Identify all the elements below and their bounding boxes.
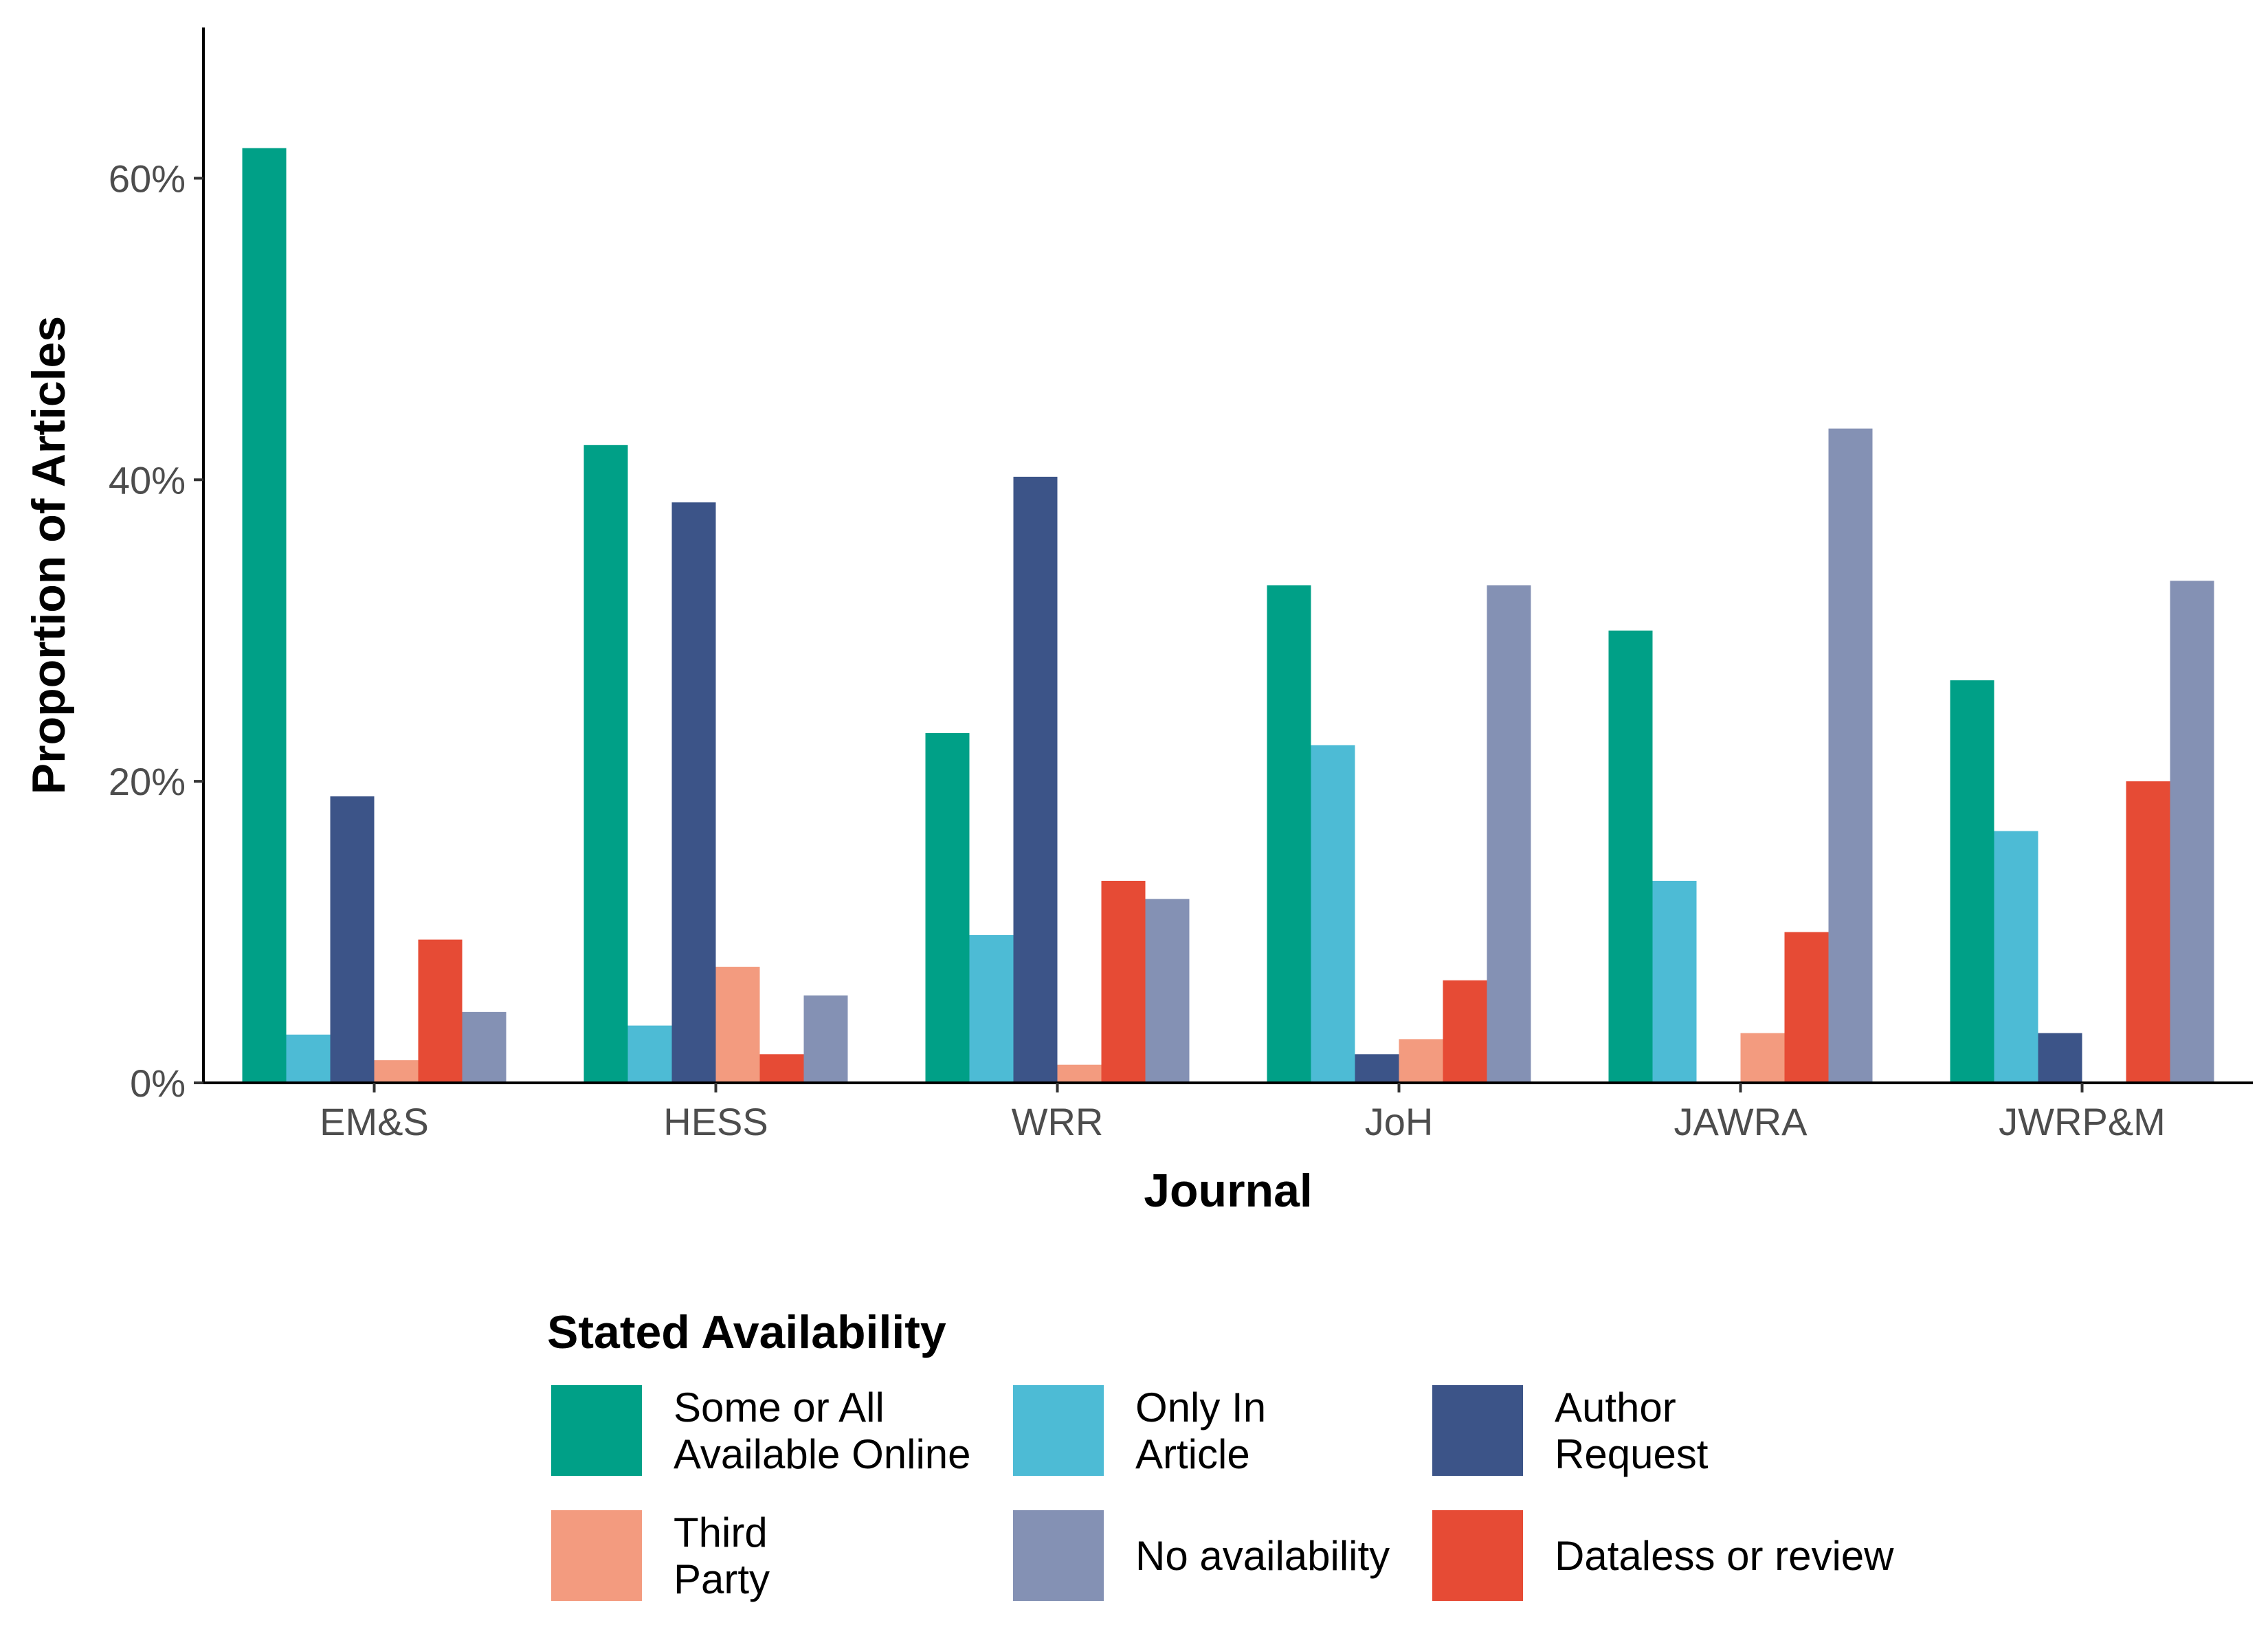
x-tick-label: EM&S [320, 1100, 429, 1143]
bar-author-request-jwrp-m [2038, 1033, 2082, 1083]
bar-author-request-em-s [330, 796, 375, 1083]
x-tick-label: JoH [1365, 1100, 1434, 1143]
bar-some-or-all-available-online-em-s [242, 148, 287, 1084]
legend-label: No availability [1135, 1533, 1390, 1579]
legend-label: Dataless or review [1555, 1533, 1894, 1579]
legend-key [1013, 1510, 1104, 1601]
y-axis-title: Proportion of Articles [23, 316, 75, 794]
bar-only-in-article-jawra [1652, 880, 1697, 1083]
x-tick-label: WRR [1012, 1100, 1104, 1143]
bar-only-in-article-joh [1311, 745, 1355, 1083]
bar-no-availability-jwrp-m [2170, 581, 2214, 1083]
bar-third-party-jawra [1740, 1033, 1785, 1083]
legend-label: Some or All Available Online [674, 1384, 971, 1477]
legend-key [1432, 1510, 1523, 1601]
bar-no-availability-joh [1487, 585, 1531, 1083]
bar-third-party-em-s [374, 1060, 419, 1083]
bar-dataless-or-review-wrr [1101, 880, 1146, 1083]
bar-some-or-all-available-online-joh [1267, 585, 1311, 1083]
bar-no-availability-hess [803, 995, 848, 1083]
legend-title: Stated Availability [547, 1306, 946, 1358]
x-axis-title: Journal [1144, 1165, 1313, 1217]
bar-third-party-joh [1399, 1039, 1443, 1083]
x-tick-label: HESS [663, 1100, 768, 1143]
bar-some-or-all-available-online-hess [583, 445, 628, 1083]
bar-no-availability-wrr [1145, 899, 1190, 1083]
legend-label: Author Request [1555, 1384, 1709, 1477]
legend-key [551, 1510, 642, 1601]
y-tick-label: 40% [109, 458, 186, 502]
legend-label: Third Party [674, 1510, 770, 1602]
bar-author-request-joh [1355, 1054, 1399, 1083]
bar-only-in-article-jwrp-m [1994, 831, 2038, 1083]
y-tick-label: 0% [130, 1062, 186, 1105]
x-axis-ticks: EM&S HESS WRR JoH JAWRA JWRP&M [320, 1083, 2166, 1143]
y-tick-label: 20% [109, 760, 186, 803]
bar-only-in-article-hess [627, 1025, 672, 1083]
bar-dataless-or-review-jawra [1784, 932, 1829, 1083]
legend: Stated Availability Some or All Available… [547, 1306, 1894, 1602]
bar-author-request-hess [671, 502, 716, 1083]
bar-dataless-or-review-hess [759, 1054, 804, 1083]
bar-no-availability-em-s [462, 1011, 507, 1083]
bar-some-or-all-available-online-jawra [1608, 630, 1653, 1083]
legend-key [1432, 1385, 1523, 1476]
bar-dataless-or-review-jwrp-m [2126, 781, 2170, 1083]
bar-third-party-hess [715, 967, 760, 1083]
legend-key [1013, 1385, 1104, 1476]
bar-author-request-wrr [1013, 476, 1058, 1083]
bar-dataless-or-review-em-s [418, 939, 463, 1083]
legend-label: Only In Article [1135, 1384, 1266, 1477]
x-tick-label: JAWRA [1674, 1100, 1808, 1143]
bar-third-party-wrr [1057, 1064, 1102, 1083]
bars-group [242, 148, 2214, 1084]
x-tick-label: JWRP&M [1999, 1100, 2166, 1143]
y-axis-ticks: 0% 20% 40% 60% [109, 157, 203, 1105]
legend-key [551, 1385, 642, 1476]
bar-only-in-article-wrr [969, 934, 1014, 1083]
bar-no-availability-jawra [1828, 428, 1873, 1083]
bar-only-in-article-em-s [286, 1034, 331, 1083]
bar-dataless-or-review-joh [1443, 980, 1487, 1083]
bar-some-or-all-available-online-wrr [925, 732, 970, 1083]
bar-some-or-all-available-online-jwrp-m [1950, 680, 1994, 1083]
y-tick-label: 60% [109, 157, 186, 200]
